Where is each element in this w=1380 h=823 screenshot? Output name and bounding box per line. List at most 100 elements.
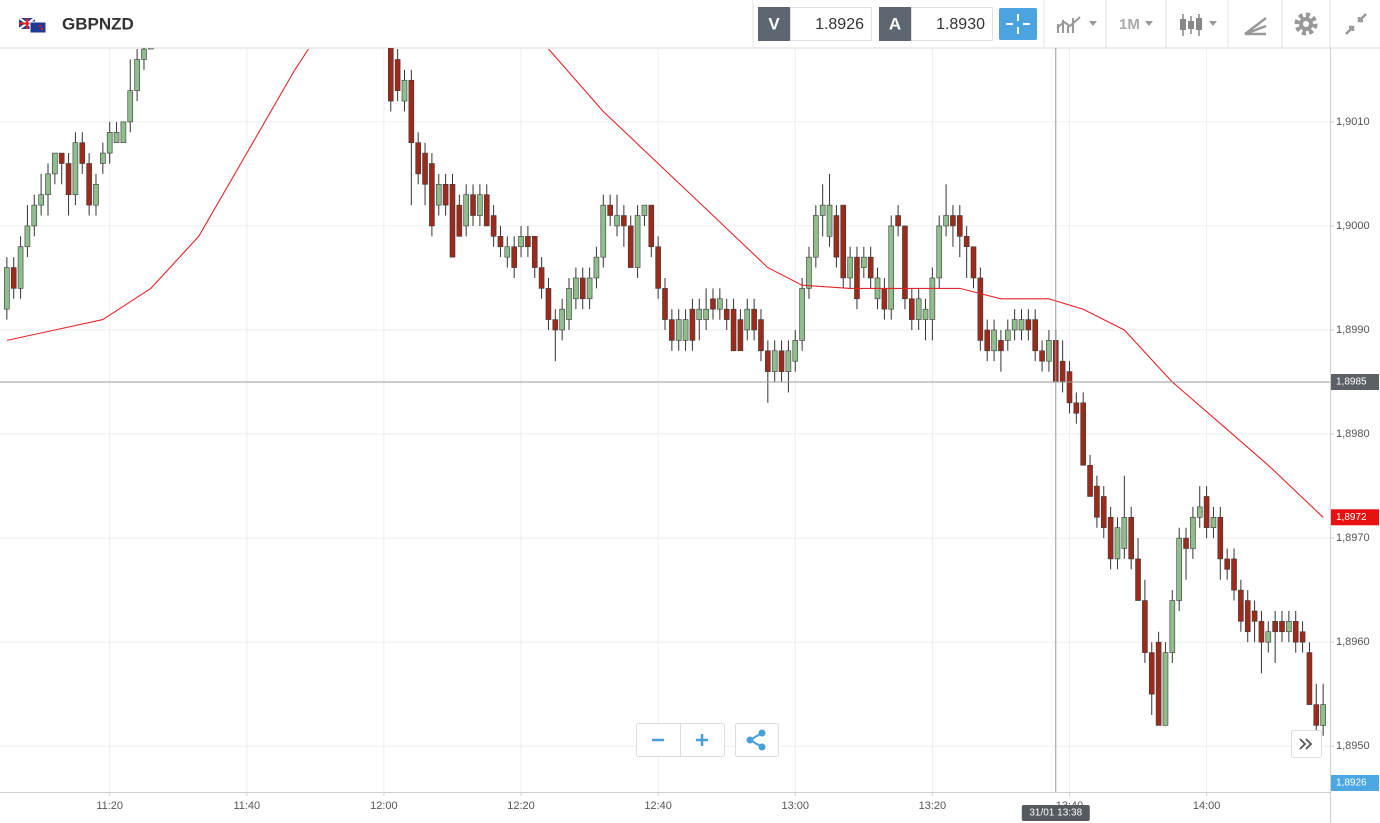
dropdown-arrow[interactable] <box>1145 21 1153 26</box>
candle-body <box>819 204 826 216</box>
candle-icon-body[interactable] <box>1196 18 1202 30</box>
overlays: 1,8985 31/01 13:38 1,8972 1,8926 <box>0 48 1379 821</box>
y-tick-label: 1,8980 <box>1336 428 1370 440</box>
scroll-end-icon[interactable] <box>1299 738 1313 750</box>
candle-body <box>833 215 840 258</box>
crosshair-icon[interactable] <box>1006 14 1030 34</box>
draw-button[interactable] <box>1244 17 1267 36</box>
candle-body <box>1032 319 1039 352</box>
candle-body <box>134 59 140 91</box>
share-node[interactable] <box>758 729 766 737</box>
crosshair-button[interactable] <box>999 8 1037 40</box>
candle-body <box>751 308 757 331</box>
candle-body <box>1162 652 1169 726</box>
sell-button[interactable]: V 1.8926 <box>758 7 872 41</box>
candle-body <box>1224 558 1230 570</box>
candle-body <box>52 152 58 175</box>
buy-price[interactable]: 1.8930 <box>936 16 985 33</box>
candle-body <box>621 215 627 227</box>
candle-body <box>538 267 545 289</box>
share-node[interactable] <box>758 743 766 751</box>
settings-button[interactable] <box>1294 12 1318 36</box>
flag-nz <box>29 21 47 34</box>
candle-body <box>106 131 113 154</box>
dropdown-arrow[interactable] <box>1209 21 1217 26</box>
candle-body <box>72 142 79 196</box>
candle-body <box>956 215 963 237</box>
sell-tag[interactable] <box>758 7 790 41</box>
candle-body <box>826 204 833 237</box>
share-node[interactable] <box>746 736 754 744</box>
buy-label[interactable]: A <box>889 14 901 33</box>
flag-star <box>40 27 44 31</box>
collapse-icon[interactable] <box>1345 13 1367 35</box>
x-tick-label: 12:00 <box>370 800 398 812</box>
timeframe[interactable]: 1M <box>1119 16 1140 33</box>
indicator-icon[interactable] <box>1056 16 1081 33</box>
candle-body <box>963 236 970 248</box>
gear-hole[interactable] <box>1303 21 1309 27</box>
candle-body <box>641 204 648 216</box>
candle-body <box>723 308 730 320</box>
scroll-end-box[interactable] <box>1291 730 1322 758</box>
x-tick-label: 11:20 <box>96 800 123 812</box>
y-tick-label: 1,9000 <box>1336 220 1370 232</box>
indicator-button[interactable] <box>1056 16 1097 33</box>
candle-body <box>10 267 17 289</box>
gear-teeth[interactable] <box>1294 12 1318 36</box>
candle-body <box>17 246 24 289</box>
candle-body <box>24 225 31 248</box>
candle-icon-body[interactable] <box>1180 19 1186 30</box>
candle-body <box>1121 516 1128 549</box>
candle-body <box>1313 704 1320 726</box>
candle-body <box>559 308 565 331</box>
draw-icon[interactable] <box>1244 17 1267 36</box>
candle-icon-body[interactable] <box>1188 21 1194 29</box>
candle-body <box>93 184 99 206</box>
candle-body <box>45 173 51 196</box>
buy-button[interactable]: A 1.8930 <box>879 7 993 41</box>
zoom-in[interactable] <box>696 734 708 746</box>
candle-body <box>1073 402 1080 414</box>
candle-body <box>1292 621 1299 643</box>
candle-body <box>504 246 511 258</box>
collapse-button[interactable] <box>1345 13 1367 35</box>
candle-body <box>703 308 709 320</box>
sell-price-box[interactable] <box>790 7 872 41</box>
candle-body <box>449 184 456 258</box>
candle-body <box>689 308 696 341</box>
chart-type-button[interactable] <box>1180 14 1217 36</box>
x-tick-label: 11:40 <box>233 800 260 812</box>
buy-tag[interactable] <box>879 7 911 41</box>
crosshair-button-bg[interactable] <box>999 8 1037 40</box>
candle-body <box>771 350 778 372</box>
candle-body <box>710 298 716 310</box>
timeframe-button[interactable]: 1M <box>1119 16 1153 33</box>
candle-body <box>970 246 977 279</box>
candle-body <box>888 225 895 310</box>
candle-body <box>854 256 860 300</box>
candle-body <box>1142 600 1148 653</box>
candle-body <box>1080 402 1086 466</box>
plot <box>4 48 1326 736</box>
sell-label[interactable]: V <box>768 14 780 33</box>
dropdown-arrow[interactable] <box>1089 21 1097 26</box>
candle-body <box>531 236 538 268</box>
candle-body <box>737 319 744 352</box>
candle-body <box>518 236 524 248</box>
x-tick-label: 14:00 <box>1193 800 1221 812</box>
candle-body <box>607 204 613 216</box>
sell-price[interactable]: 1.8926 <box>815 16 864 33</box>
candle-body <box>442 184 449 206</box>
candle-body <box>662 288 668 320</box>
candle-body <box>799 288 805 341</box>
candle-body <box>1279 621 1285 633</box>
buy-price-box[interactable] <box>911 7 993 41</box>
candle-body <box>1004 329 1011 341</box>
symbol: GBPNZD <box>62 14 134 33</box>
candle-body <box>614 215 620 227</box>
candle-body <box>696 308 703 320</box>
share-box[interactable] <box>735 723 779 757</box>
